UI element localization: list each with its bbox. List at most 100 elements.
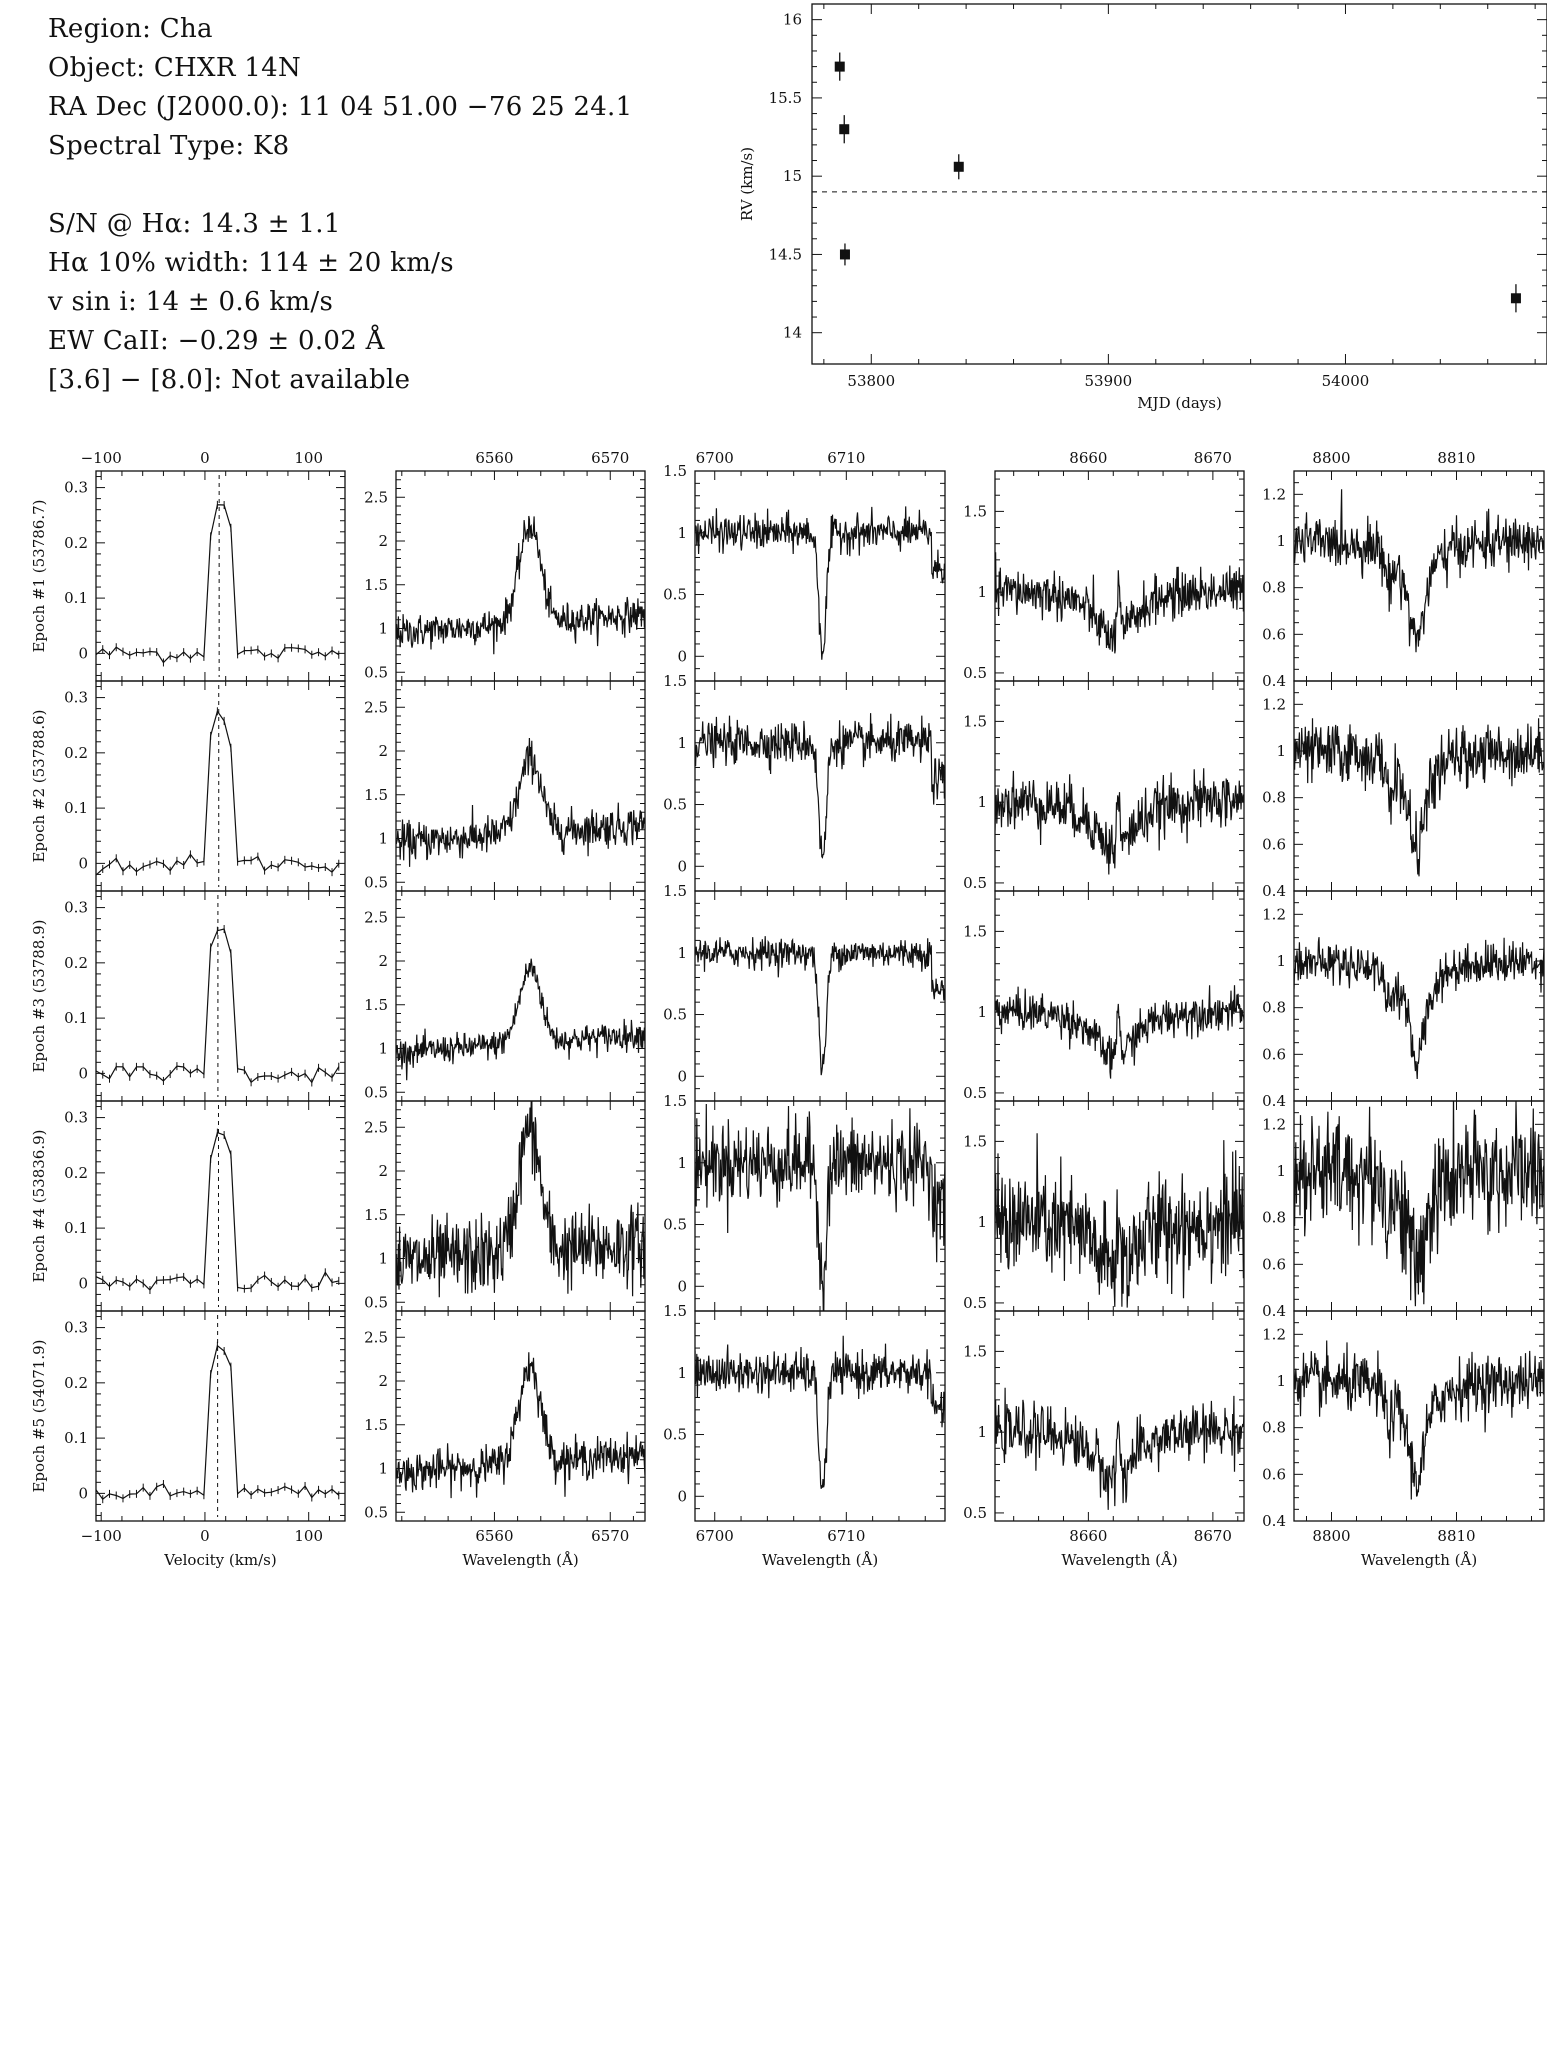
irac-color-text: [3.6] − [8.0]: Not available [48,365,411,395]
rv-y-tick-label: 15.5 [769,89,802,107]
y-tick-label: 0.5 [364,873,388,891]
y-tick-label: 1 [1276,1372,1286,1390]
rv-x-tick-label: 53800 [847,372,895,390]
panel-velocity-epoch-5: 0 0.1 0.2 0.3 −100 0 100 Velocity (km/s) Epoch #… [30,1310,346,1569]
y-tick-label: 2 [378,742,388,760]
x-tick-label-top: 8800 [1312,449,1350,467]
panel-velocity-epoch-2: 0 0.1 0.2 0.3 Epoch #2 (53788.6) [30,680,346,892]
panel-halpha-epoch-5: 0.5 1 1.5 2 2.5 6560 6570 Wavelength (Å) [364,1310,646,1569]
y-tick-label: 1 [677,944,687,962]
panel-frame [694,470,946,682]
y-tick-label: 1.5 [364,786,388,804]
panel-velocity-epoch-1: 0 0.1 0.2 0.3 −100 0 100 Epoch #1 (53786.7) [30,449,346,682]
y-tick-label: 0 [78,1274,88,1292]
y-tick-label: 0.5 [963,1504,987,1522]
panel-halpha-epoch-2: 0.5 1 1.5 2 2.5 [364,680,646,892]
y-tick-label: 0.1 [64,1009,88,1027]
x-tick-label-top: 6560 [475,449,513,467]
epoch-label: Epoch #1 (53786.7) [30,499,48,652]
rv-y-tick-label: 14 [783,324,802,342]
x-tick-label-top: 6570 [591,449,629,467]
x-tick-label: 0 [200,1527,210,1545]
y-tick-label: 1.5 [663,1092,687,1110]
x-tick-label: −100 [81,1527,122,1545]
panel-lithium-epoch-2: 0 0.5 1 1.5 [663,672,946,892]
y-tick-label: 1.5 [663,882,687,900]
y-tick-label: 0.4 [1262,1512,1286,1530]
spectrum-line [396,1101,645,1298]
y-tick-label: 1 [977,1003,987,1021]
spectrum-line [396,737,645,867]
panel-ca8662-epoch-3: 0.5 1 1.5 [963,890,1245,1102]
y-tick-label: 1 [378,1250,388,1268]
y-tick-label: 0.3 [64,689,88,707]
y-tick-label: 0.8 [1262,579,1286,597]
y-tick-label: 0.1 [64,589,88,607]
rv-plot-frame [811,3,1547,365]
spectrum-line [1294,1340,1544,1500]
y-tick-label: 0.3 [64,1319,88,1337]
spectrum-line [96,709,340,876]
y-tick-label: 0 [78,1064,88,1082]
y-tick-label: 0.2 [64,534,88,552]
rv-y-tick-label: 14.5 [769,245,802,263]
x-tick-label: 8670 [1194,1527,1232,1545]
spectrum-line [695,936,945,1076]
y-tick-label: 0.5 [663,1426,687,1444]
y-tick-label: 0.5 [364,1293,388,1311]
y-tick-label: 1.5 [663,1302,687,1320]
panel-frame [95,470,346,682]
y-tick-label: 1 [977,583,987,601]
rv-point [953,161,964,172]
x-tick-label-top: 8670 [1194,449,1232,467]
y-tick-label: 1.2 [1262,1325,1286,1343]
y-tick-label: 0.4 [1262,1302,1286,1320]
y-tick-label: 0.6 [1262,835,1286,853]
x-tick-label: 6560 [475,1527,513,1545]
y-tick-label: 1 [378,620,388,638]
y-tick-label: 0.4 [1262,882,1286,900]
rv-x-tick-label: 53900 [1085,372,1133,390]
y-tick-label: 0.4 [1262,1092,1286,1110]
region-text: Region: Cha [48,14,213,44]
y-tick-label: 0.5 [364,663,388,681]
y-tick-label: 0.8 [1262,1209,1286,1227]
panel-frame [95,1100,346,1312]
y-tick-label: 1 [677,1364,687,1382]
panel-frame [994,470,1245,682]
spectrum-line [995,1133,1244,1308]
panel-lithium-epoch-1: 0 0.5 1 1.5 6700 6710 [663,449,946,682]
y-tick-label: 1 [677,524,687,542]
y-tick-label: 0.5 [963,874,987,892]
x-tick-label-top: 6710 [827,449,865,467]
y-tick-label: 1.2 [1262,905,1286,923]
y-tick-label: 0.2 [64,744,88,762]
spectrum-line [1294,1101,1544,1307]
y-tick-label: 0.6 [1262,1465,1286,1483]
panel-ca8662-epoch-2: 0.5 1 1.5 [963,680,1245,892]
panel-frame [694,890,946,1102]
panel-lithium-epoch-3: 0 0.5 1 1.5 [663,882,946,1102]
panel-lithium-epoch-4: 0 0.5 1 1.5 [663,1092,946,1312]
y-tick-label: 2 [378,952,388,970]
y-tick-label: 1.5 [364,996,388,1014]
y-tick-label: 0.5 [364,1083,388,1101]
rv-plot: 53800 53900 54000 14 14.5 15 15.5 16 MJD (days) R… [738,3,1547,412]
spectrum-line [96,1131,339,1291]
spectrum-line [96,504,340,664]
x-tick-label-top: 0 [200,449,210,467]
y-tick-label: 2.5 [364,1118,388,1136]
y-tick-label: 0.1 [64,799,88,817]
halpha-width-text: Hα 10% width: 114 ± 20 km/s [48,248,454,278]
y-tick-label: 0 [677,1067,687,1085]
x-axis-label: Wavelength (Å) [1061,1551,1177,1569]
spectrum-line [695,506,945,660]
y-tick-label: 2 [378,1162,388,1180]
y-tick-label: 0.3 [64,1109,88,1127]
epoch-label: Epoch #5 (54071.9) [30,1339,48,1492]
rv-point [839,249,850,260]
y-tick-label: 0 [78,854,88,872]
panel-frame [994,680,1245,892]
y-tick-label: 2 [378,532,388,550]
rv-y-tick-label: 16 [783,11,802,29]
